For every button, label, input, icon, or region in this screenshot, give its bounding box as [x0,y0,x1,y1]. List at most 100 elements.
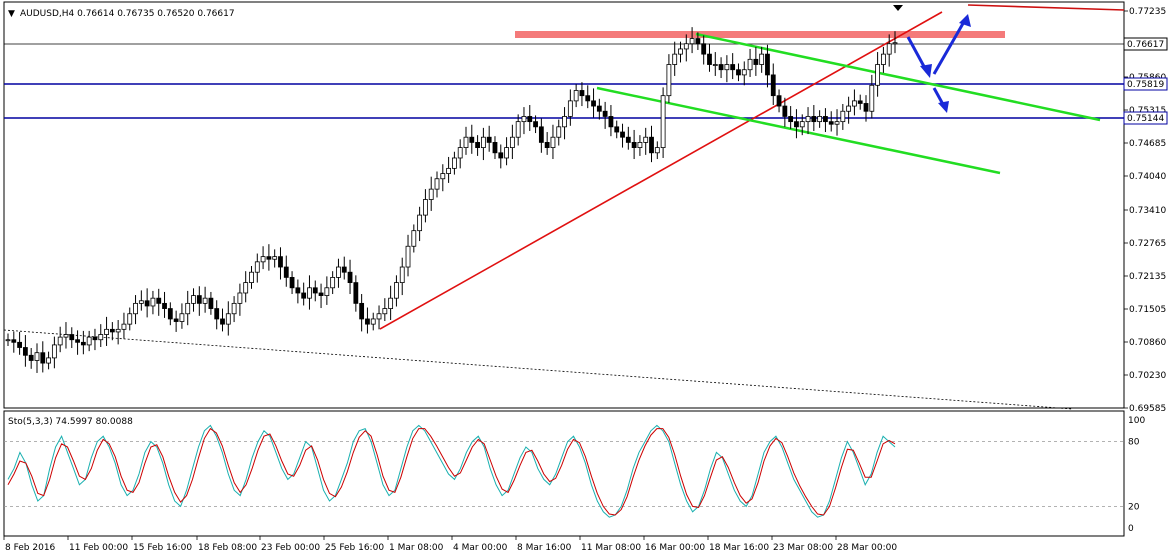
candle-body [341,266,347,273]
candle-body [301,292,307,299]
candle-body [747,58,753,71]
candle-body [423,199,428,216]
candle-body [678,48,683,55]
y-tick-label: 0.72135 [1129,272,1166,282]
y-tick-label: 0.72765 [1129,239,1166,249]
x-tick-label: 1 Mar 08:00 [389,543,444,553]
candle-body [765,53,770,76]
candle-body [411,230,417,247]
price-badge-box [1123,111,1168,125]
candle-body [417,214,423,232]
candle-body [788,116,794,123]
price-badge-label: 0.75819 [1127,80,1164,90]
candle-body [782,105,788,117]
candle-body [446,167,452,174]
candle-body [828,121,834,125]
candle-body [811,116,817,123]
candle-body [614,126,620,133]
candle-body [11,339,17,343]
price-axis: 0.772350.758600.753150.746850.740400.734… [1124,7,1166,414]
candle-body [718,64,724,71]
x-tick-label: 18 Feb 08:00 [198,543,257,553]
candle-body [608,116,614,128]
candle-body [875,64,881,86]
candle-body [631,142,637,148]
stochastic-level-label: 0 [1128,524,1134,534]
candle-body [5,339,11,342]
candle-body [602,110,608,117]
x-tick-label: 28 Mar 00:00 [837,543,897,553]
candle-body [689,38,695,45]
y-tick-label: 0.71505 [1129,305,1166,315]
candle-body [886,43,892,55]
y-tick-label: 0.75315 [1129,106,1166,116]
candle-body [312,287,318,294]
candle-body [492,142,498,154]
candle-body [98,334,104,341]
rising-trendline [379,11,943,330]
candle-body [625,136,631,143]
candle-body [857,100,863,104]
candle-body [573,90,579,102]
candle-body [852,100,857,107]
x-tick-label: 25 Feb 16:00 [325,543,384,553]
candle-body [672,53,678,65]
stochastic-level-label: 100 [1128,416,1145,426]
arrow-up-head [959,14,971,27]
stochastic-levels: 100 80 20 0 [4,416,1145,534]
candle-body [34,352,40,361]
candle-body [254,261,260,273]
candle-body [509,136,515,148]
candle-body [237,292,243,304]
candle-body [863,103,869,112]
candle-body [266,256,272,260]
candle-body [399,266,405,284]
candle-body [591,100,596,107]
candle-body [799,121,805,128]
candle-body [776,95,782,107]
candle-body [794,121,799,128]
candle-body [770,74,776,97]
dotted-trendline [3,329,1073,410]
candle-body [556,126,562,138]
candle-body [695,38,701,45]
header-arrow: ▼ [8,9,15,19]
x-tick-label: 23 Mar 08:00 [773,543,833,553]
candle-body [596,105,602,112]
candle-body [533,121,538,128]
candle-body [521,116,527,123]
candle-body [133,302,138,315]
candle-body [805,116,811,123]
candle-body [457,147,463,159]
candle-body [382,308,388,315]
candle-body [28,354,34,361]
y-tick-label: 0.77235 [1129,7,1166,17]
candle-body [208,297,214,309]
candle-body [92,336,98,341]
candle-body [185,302,191,315]
candle-body [167,308,173,320]
candle-body [225,313,231,325]
candle-body [881,53,886,65]
candle-body [736,69,741,76]
candle-body [376,313,382,320]
symbol-ohlc-label: AUDUSD,H4 0.76614 0.76735 0.76520 0.7661… [20,9,235,19]
y-tick-label: 0.70860 [1129,338,1166,348]
candle-body [683,43,689,50]
stochastic-lines [7,424,896,518]
candle-body [196,295,202,304]
candle-body [272,256,278,260]
candle-body [260,256,266,263]
candle-body [428,188,434,200]
candle-body [138,300,144,304]
candle-body [179,313,185,322]
candle-body [214,308,220,320]
stochastic-level-label: 20 [1128,502,1140,512]
candle-body [324,287,330,296]
candle-body [544,142,550,148]
candle-body [63,334,69,338]
candle-body [318,292,324,296]
x-tick-label: 23 Feb 00:00 [261,543,320,553]
candle-body [451,157,457,169]
candle-body [144,300,150,307]
